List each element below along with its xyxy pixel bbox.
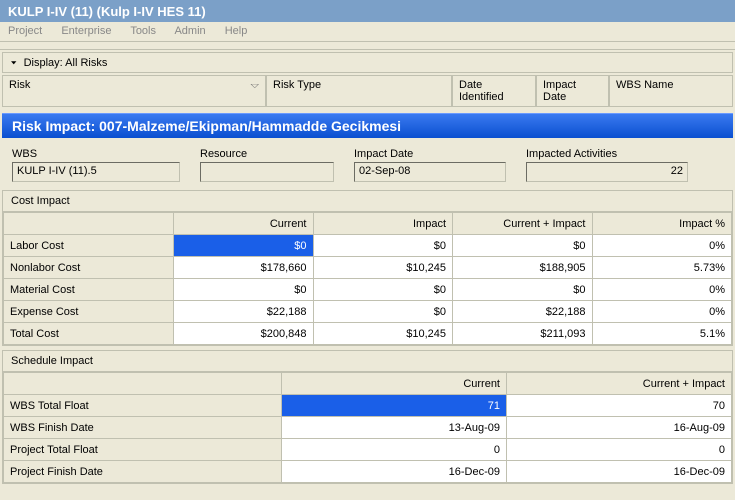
cell-nonlabor-ci[interactable]: $188,905 xyxy=(453,257,593,279)
table-row: Nonlabor Cost $178,660 $10,245 $188,905 … xyxy=(4,257,732,279)
cell-material-pct[interactable]: 0% xyxy=(592,279,732,301)
row-expense-label: Expense Cost xyxy=(4,301,174,323)
cell-proj-float-current[interactable]: 0 xyxy=(282,439,507,461)
menu-bar: Project Enterprise Tools Admin Help xyxy=(0,22,735,42)
schedule-impact-table: Current Current + Impact WBS Total Float… xyxy=(3,372,732,483)
wbs-field[interactable]: KULP I-IV (11).5 xyxy=(12,162,180,182)
cell-labor-ci[interactable]: $0 xyxy=(453,235,593,257)
table-row: Material Cost $0 $0 $0 0% xyxy=(4,279,732,301)
window-title-bar: KULP I-IV (11) (Kulp I-IV HES 11) xyxy=(0,0,735,22)
wbs-label: WBS xyxy=(12,148,180,160)
col-header-risk-label: Risk xyxy=(9,79,30,91)
table-header-row: Current Impact Current + Impact Impact % xyxy=(4,213,732,235)
schedule-impact-section: Schedule Impact Current Current + Impact… xyxy=(2,350,733,484)
cell-proj-finish-current[interactable]: 16-Dec-09 xyxy=(282,461,507,483)
col-current[interactable]: Current xyxy=(174,213,314,235)
cell-expense-ci[interactable]: $22,188 xyxy=(453,301,593,323)
cell-nonlabor-impact[interactable]: $10,245 xyxy=(313,257,453,279)
form-area: WBS KULP I-IV (11).5 Resource Impact Dat… xyxy=(2,140,733,186)
cell-expense-pct[interactable]: 0% xyxy=(592,301,732,323)
col-current-impact[interactable]: Current + Impact xyxy=(453,213,593,235)
panel-title: Risk Impact: 007-Malzeme/Ekipman/Hammadd… xyxy=(12,118,401,134)
menu-help[interactable]: Help xyxy=(225,25,248,37)
row-wbs-float-label: WBS Total Float xyxy=(4,395,282,417)
cell-material-current[interactable]: $0 xyxy=(174,279,314,301)
table-header-row: Current Current + Impact xyxy=(4,373,732,395)
impacted-activities-label: Impacted Activities xyxy=(526,148,688,160)
window-title: KULP I-IV (11) (Kulp I-IV HES 11) xyxy=(8,4,206,19)
cost-impact-title: Cost Impact xyxy=(3,191,732,212)
row-material-label: Material Cost xyxy=(4,279,174,301)
impact-date-label: Impact Date xyxy=(354,148,506,160)
resource-field[interactable] xyxy=(200,162,334,182)
col-header-risk[interactable]: Risk ▽ xyxy=(2,75,266,107)
table-row: Total Cost $200,848 $10,245 $211,093 5.1… xyxy=(4,323,732,345)
col-header-risk-type[interactable]: Risk Type xyxy=(266,75,452,107)
table-row: Project Total Float 0 0 xyxy=(4,439,732,461)
row-labor-label: Labor Cost xyxy=(4,235,174,257)
col-header-date-identified[interactable]: Date Identified xyxy=(452,75,536,107)
cell-material-ci[interactable]: $0 xyxy=(453,279,593,301)
row-total-label: Total Cost xyxy=(4,323,174,345)
cell-wbs-float-ci[interactable]: 70 xyxy=(507,395,732,417)
cost-impact-section: Cost Impact Current Impact Current + Imp… xyxy=(2,190,733,346)
chevron-down-icon: ▾ xyxy=(11,59,17,67)
table-row: WBS Total Float 71 70 xyxy=(4,395,732,417)
menu-tools[interactable]: Tools xyxy=(130,25,156,37)
impact-date-field[interactable]: 02-Sep-08 xyxy=(354,162,506,182)
cost-impact-table: Current Impact Current + Impact Impact %… xyxy=(3,212,732,345)
col-header-impact-date[interactable]: Impact Date xyxy=(536,75,609,107)
toolbar-strip xyxy=(0,42,735,50)
col-header-wbs-name[interactable]: WBS Name xyxy=(609,75,733,107)
cell-wbs-finish-ci[interactable]: 16-Aug-09 xyxy=(507,417,732,439)
cell-nonlabor-current[interactable]: $178,660 xyxy=(174,257,314,279)
grid-column-headers: Risk ▽ Risk Type Date Identified Impact … xyxy=(2,75,733,107)
cell-material-impact[interactable]: $0 xyxy=(313,279,453,301)
display-label: Display: All Risks xyxy=(24,57,108,69)
cell-proj-float-ci[interactable]: 0 xyxy=(507,439,732,461)
cell-labor-impact[interactable]: $0 xyxy=(313,235,453,257)
cell-proj-finish-ci[interactable]: 16-Dec-09 xyxy=(507,461,732,483)
menu-project[interactable]: Project xyxy=(8,25,42,37)
col-impact[interactable]: Impact xyxy=(313,213,453,235)
cell-total-current[interactable]: $200,848 xyxy=(174,323,314,345)
menu-admin[interactable]: Admin xyxy=(174,25,205,37)
panel-title-bar: Risk Impact: 007-Malzeme/Ekipman/Hammadd… xyxy=(2,113,733,138)
cell-expense-impact[interactable]: $0 xyxy=(313,301,453,323)
table-row: Labor Cost $0 $0 $0 0% xyxy=(4,235,732,257)
cell-labor-pct[interactable]: 0% xyxy=(592,235,732,257)
impacted-activities-field[interactable]: 22 xyxy=(526,162,688,182)
cell-total-pct[interactable]: 5.1% xyxy=(592,323,732,345)
table-row: Expense Cost $22,188 $0 $22,188 0% xyxy=(4,301,732,323)
col-sched-current[interactable]: Current xyxy=(282,373,507,395)
menu-enterprise[interactable]: Enterprise xyxy=(61,25,111,37)
row-proj-float-label: Project Total Float xyxy=(4,439,282,461)
display-bar[interactable]: ▾ Display: All Risks xyxy=(2,52,733,73)
cell-expense-current[interactable]: $22,188 xyxy=(174,301,314,323)
table-row: Project Finish Date 16-Dec-09 16-Dec-09 xyxy=(4,461,732,483)
cell-total-impact[interactable]: $10,245 xyxy=(313,323,453,345)
cell-total-ci[interactable]: $211,093 xyxy=(453,323,593,345)
row-nonlabor-label: Nonlabor Cost xyxy=(4,257,174,279)
row-proj-finish-label: Project Finish Date xyxy=(4,461,282,483)
cell-wbs-float-current[interactable]: 71 xyxy=(282,395,507,417)
cell-labor-current[interactable]: $0 xyxy=(174,235,314,257)
corner-cell xyxy=(4,373,282,395)
cell-wbs-finish-current[interactable]: 13-Aug-09 xyxy=(282,417,507,439)
col-sched-ci[interactable]: Current + Impact xyxy=(507,373,732,395)
col-impact-pct[interactable]: Impact % xyxy=(592,213,732,235)
sort-desc-icon: ▽ xyxy=(251,82,259,89)
table-row: WBS Finish Date 13-Aug-09 16-Aug-09 xyxy=(4,417,732,439)
resource-label: Resource xyxy=(200,148,334,160)
corner-cell xyxy=(4,213,174,235)
row-wbs-finish-label: WBS Finish Date xyxy=(4,417,282,439)
schedule-impact-title: Schedule Impact xyxy=(3,351,732,372)
cell-nonlabor-pct[interactable]: 5.73% xyxy=(592,257,732,279)
